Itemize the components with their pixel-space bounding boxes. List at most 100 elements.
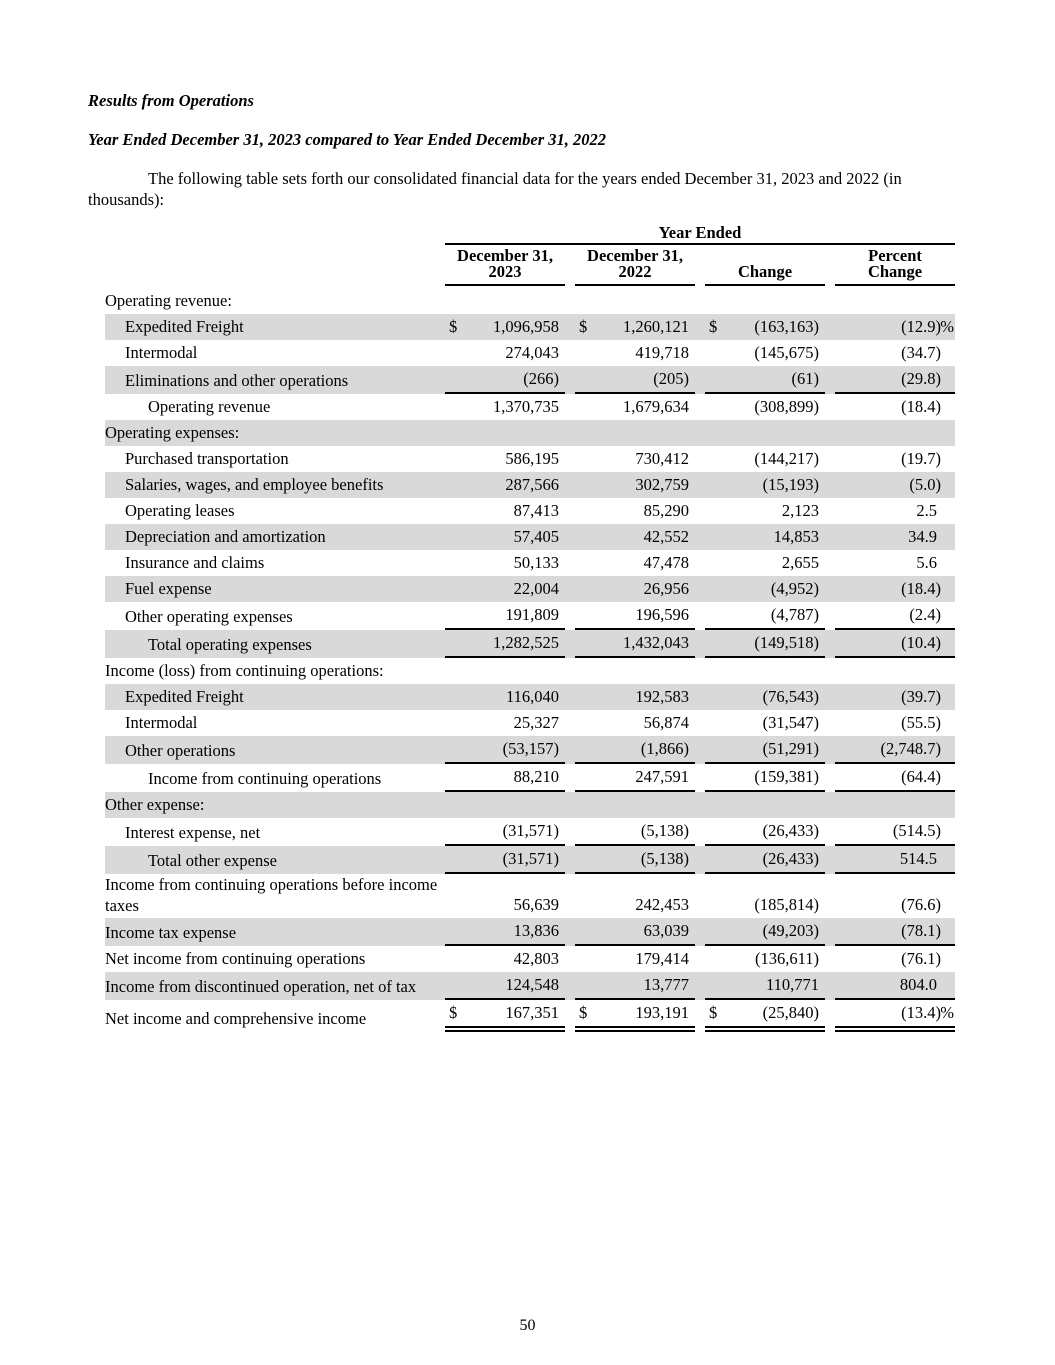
- table-row: Total other expense (31,571) (5,138) (26,43…: [105, 846, 955, 874]
- table-cell: 87,413: [445, 498, 565, 524]
- cell-value: 26,956: [643, 579, 689, 598]
- cell-value: (4,952): [770, 579, 819, 598]
- cell-value: 14,853: [773, 527, 819, 546]
- cell-value: 1,679,634: [623, 397, 689, 416]
- table-cell: $193,191: [575, 1000, 695, 1032]
- table-cell: 85,290: [575, 498, 695, 524]
- table-cell: (55.5): [835, 710, 955, 736]
- column-header: December 31, 2022: [575, 247, 695, 286]
- table-cell: 2.5: [835, 498, 955, 524]
- cell-value: 56,639: [513, 895, 559, 914]
- cell-value: (26,433): [762, 821, 819, 840]
- table-row: Operating revenue 1,370,735 1,679,634 (308,…: [105, 394, 955, 420]
- table-cell: $ (163,163): [705, 314, 825, 340]
- table-cell: 274,043: [445, 340, 565, 366]
- row-label: Income from continuing operations before…: [105, 875, 438, 915]
- table-cell: 124,548: [445, 972, 565, 1000]
- row-label: Purchased transportation: [125, 449, 289, 468]
- cell-value: 196,596: [635, 605, 689, 624]
- table-cell: (1,866): [575, 736, 695, 764]
- cell-value: (76,543): [762, 687, 819, 706]
- table-cell: (64.4): [835, 764, 955, 792]
- row-label: Intermodal: [125, 343, 198, 362]
- row-label: Net income and comprehensive income: [105, 1009, 367, 1028]
- table-cell: 110,771: [705, 972, 825, 1000]
- table-cell: 287,566: [445, 472, 565, 498]
- cell-value: 2,123: [781, 501, 819, 520]
- table-cell: 22,004: [445, 576, 565, 602]
- table-cell: (13.4)%: [835, 1000, 955, 1032]
- table-row: Other expense:: [105, 792, 955, 818]
- cell-value: 56,874: [643, 713, 689, 732]
- row-label: Net income from continuing operations: [105, 949, 366, 968]
- cell-value: (31,571): [502, 821, 559, 840]
- table-cell: 88,210: [445, 764, 565, 792]
- page-number: 50: [519, 1317, 536, 1334]
- table-group-header-row: Year Ended: [105, 224, 955, 245]
- row-label: Fuel expense: [125, 579, 212, 598]
- table-cell: (159,381): [705, 764, 825, 792]
- cell-value: 1,260,121: [623, 317, 689, 336]
- cell-value: 1,096,958: [493, 317, 559, 336]
- table-cell: 302,759: [575, 472, 695, 498]
- cell-value: 124,548: [505, 975, 559, 994]
- cell-value: (266): [523, 369, 559, 388]
- table-cell: 804.0: [835, 972, 955, 1000]
- cell-value: 804.0: [899, 975, 937, 994]
- row-label: Eliminations and other operations: [125, 371, 349, 390]
- table-cell: (514.5): [835, 818, 955, 846]
- percent-sign: %: [940, 1003, 954, 1022]
- table-cell: (39.7): [835, 684, 955, 710]
- table-cell: (31,547): [705, 710, 825, 736]
- table-cell: (266): [445, 366, 565, 394]
- table-cell: 2,655: [705, 550, 825, 576]
- row-label: Other operations: [125, 741, 236, 760]
- cell-value: (31,547): [762, 713, 819, 732]
- row-label: Insurance and claims: [125, 553, 265, 572]
- table-cell: (18.4): [835, 394, 955, 420]
- row-label: Income from continuing operations: [148, 769, 382, 788]
- table-cell: $ (25,840): [705, 1000, 825, 1032]
- cell-value: 110,771: [765, 975, 819, 994]
- row-label: Operating leases: [125, 501, 235, 520]
- table-cell: (26,433): [705, 846, 825, 874]
- table-cell: (5.0): [835, 472, 955, 498]
- cell-value: 167,351: [505, 1003, 559, 1022]
- cell-value: 302,759: [635, 475, 689, 494]
- cell-value: 85,290: [643, 501, 689, 520]
- cell-value: 514.5: [899, 849, 937, 868]
- table-row: Expedited Freight $1,096,958 $1,260,121 $ (1…: [105, 314, 955, 340]
- cell-value: (78.1): [901, 921, 941, 940]
- percent-sign: %: [940, 317, 954, 336]
- table-cell: $1,096,958: [445, 314, 565, 340]
- row-label: Operating expenses:: [105, 423, 240, 442]
- cell-value: (144,217): [754, 449, 819, 468]
- table-row: Income tax expense 13,836 63,039 (49,203) (7…: [105, 918, 955, 946]
- cell-value: (514.5): [892, 821, 941, 840]
- table-cell: 1,432,043: [575, 630, 695, 658]
- table-cell: 192,583: [575, 684, 695, 710]
- cell-value: 274,043: [505, 343, 559, 362]
- table-cell: 179,414: [575, 946, 695, 972]
- table-cell: 25,327: [445, 710, 565, 736]
- cell-value: (10.4): [901, 633, 941, 652]
- dollar-sign: $: [579, 317, 588, 336]
- table-row: Other operating expenses 191,809 196,596 (4…: [105, 602, 955, 630]
- table-row: Depreciation and amortization 57,405 42,55…: [105, 524, 955, 550]
- table-row: Insurance and claims 50,133 47,478 2,655 5.6: [105, 550, 955, 576]
- table-cell: 13,777: [575, 972, 695, 1000]
- cell-value: 1,282,525: [493, 633, 559, 652]
- row-label: Salaries, wages, and employee benefits: [125, 475, 384, 494]
- cell-value: (13.4): [901, 1003, 941, 1022]
- row-label: Interest expense, net: [125, 823, 261, 842]
- cell-value: 87,413: [513, 501, 559, 520]
- cell-value: 2.5: [916, 501, 937, 520]
- table-cell: (19.7): [835, 446, 955, 472]
- cell-value: 34.9: [908, 527, 937, 546]
- cell-value: (31,571): [502, 849, 559, 868]
- cell-value: (53,157): [502, 739, 559, 758]
- table-row: Income from continuing operations 88,210 2…: [105, 764, 955, 792]
- table-cell: (4,787): [705, 602, 825, 630]
- row-label: Operating revenue: [148, 397, 271, 416]
- row-label: Expedited Freight: [125, 317, 244, 336]
